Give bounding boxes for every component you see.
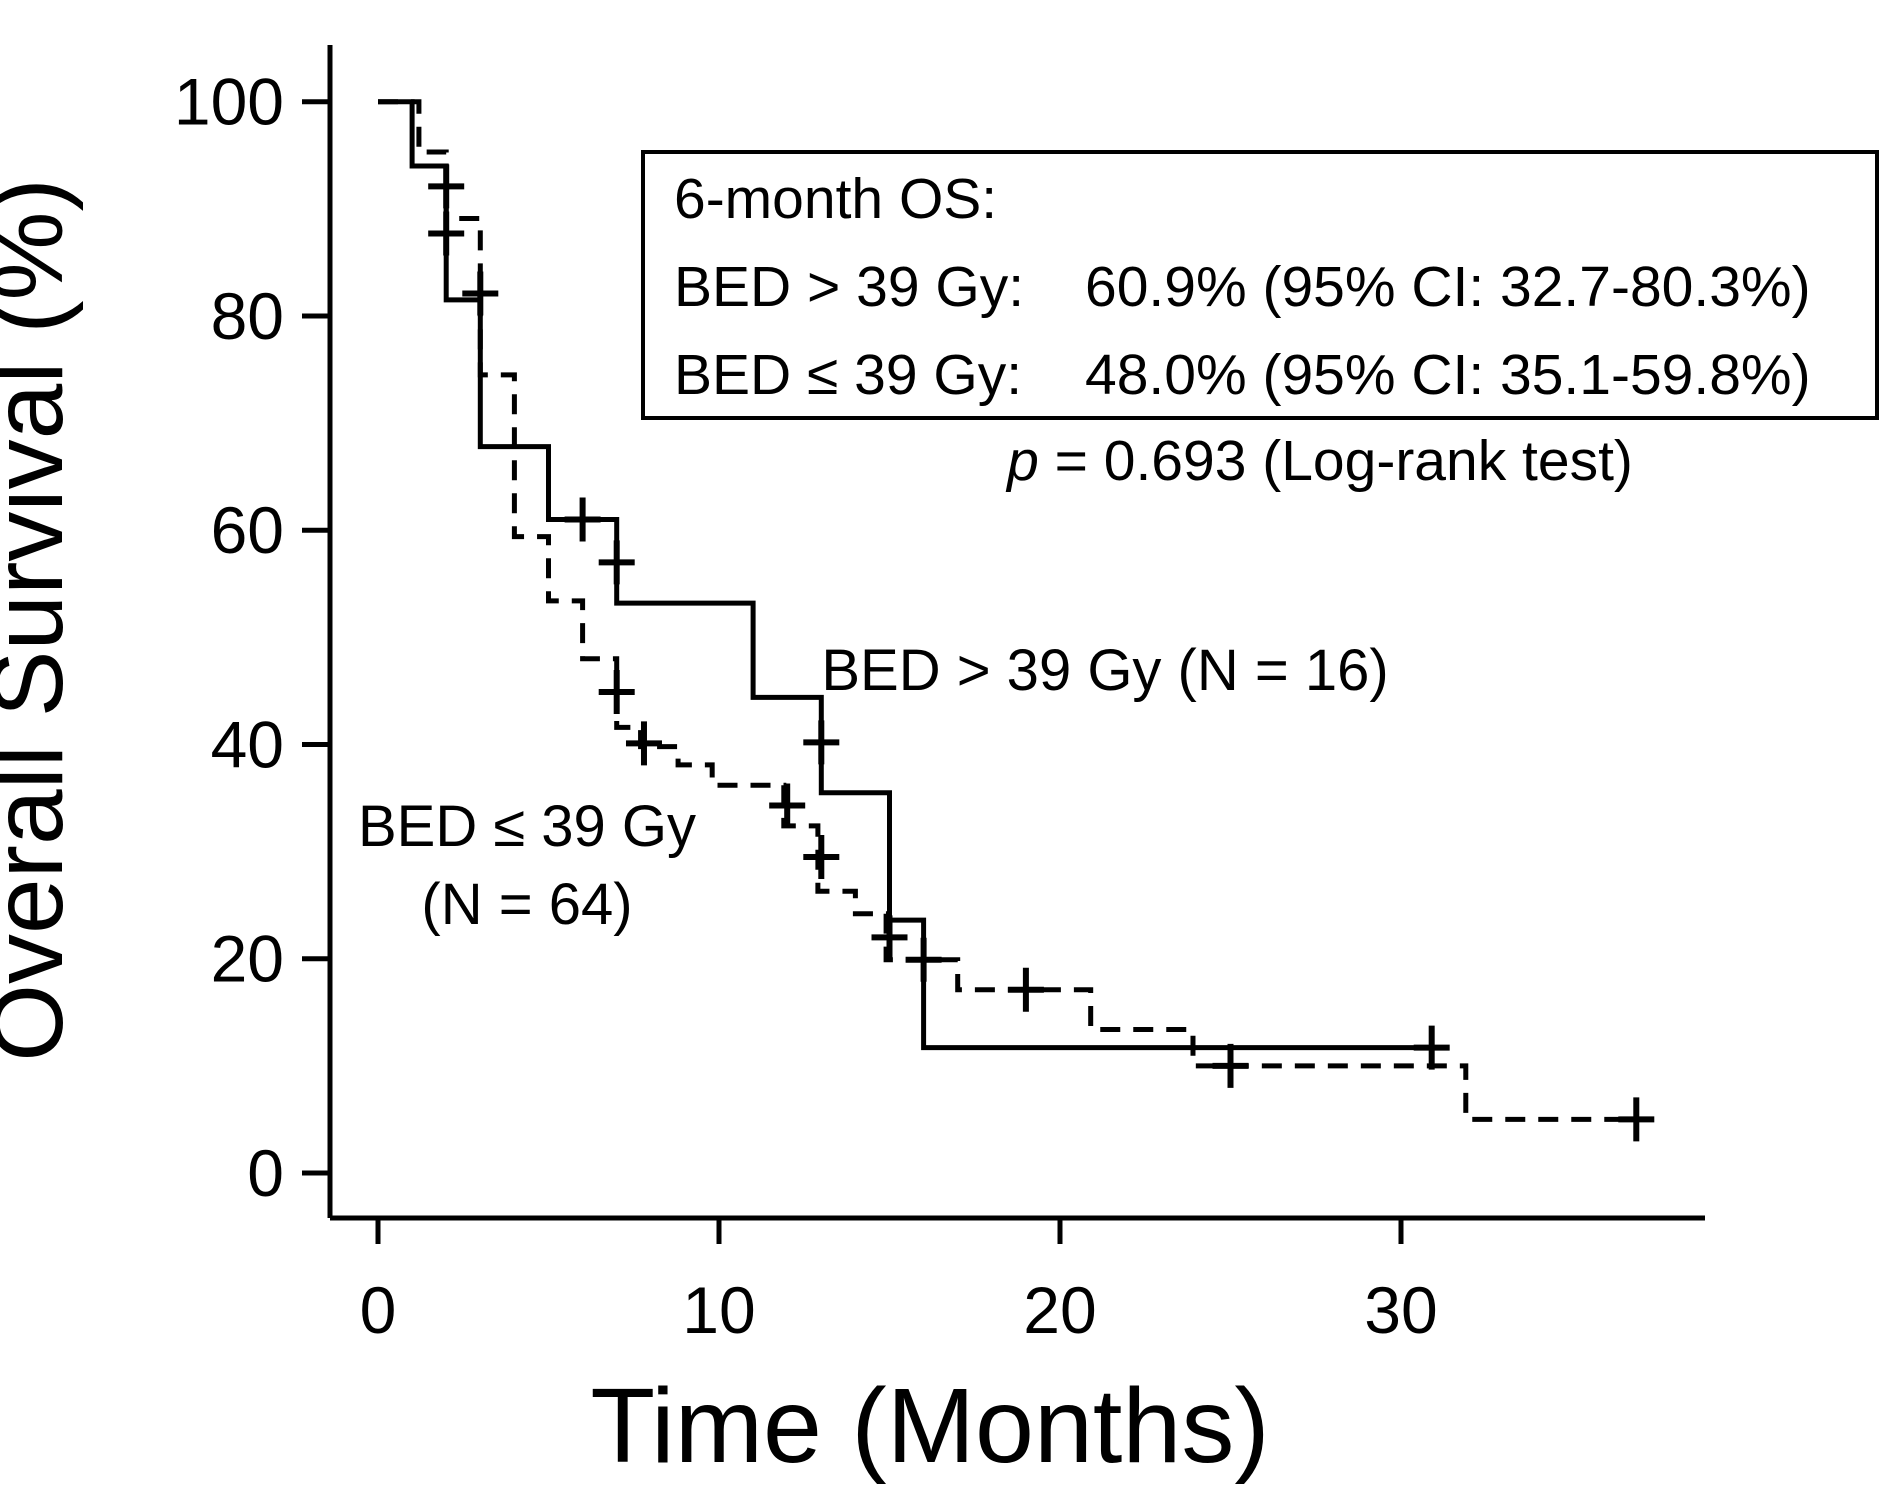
y-ticks: 0 20 40 60 80 100	[174, 65, 330, 1210]
stats-row-2-value: 48.0% (95% CI: 35.1-59.8%)	[1085, 343, 1811, 407]
y-tick-label-100: 100	[174, 65, 284, 139]
y-tick-label-0: 0	[247, 1136, 284, 1210]
x-ticks: 0 10 20 30	[360, 1218, 1438, 1347]
solid-censor-marks	[428, 211, 1450, 1070]
x-tick-label-20: 20	[1023, 1273, 1096, 1347]
y-tick-label-60: 60	[211, 493, 284, 567]
dashed-curve	[378, 99, 1650, 1122]
x-axis-title: Time (Months)	[590, 1367, 1269, 1485]
stats-box: 6-month OS: BED > 39 Gy: 60.9% (95% CI: …	[641, 150, 1879, 420]
y-tick-label-80: 80	[211, 279, 284, 353]
series-label-dashed-line1: BED ≤ 39 Gy	[358, 794, 696, 859]
p-value-note: p = 0.693 (Log-rank test)	[1005, 429, 1633, 493]
x-tick-label-0: 0	[360, 1273, 397, 1347]
x-tick-label-10: 10	[682, 1273, 755, 1347]
p-value-text: = 0.693 (Log-rank test)	[1039, 429, 1633, 493]
stats-box-border	[641, 150, 1879, 420]
dashed-censor-marks	[428, 164, 1655, 1142]
series-label-solid: BED > 39 Gy (N = 16)	[821, 638, 1388, 703]
axes: 0 20 40 60 80 100 0 10 20 30 Overall Survival (%…	[0, 45, 1705, 1485]
stats-row-2-label: BED ≤ 39 Gy:	[674, 343, 1022, 407]
series-label-dashed-line2: (N = 64)	[421, 872, 632, 937]
p-value-symbol: p	[1005, 429, 1039, 493]
stats-row-1-value: 60.9% (95% CI: 32.7-80.3%)	[1085, 255, 1811, 319]
y-tick-label-20: 20	[211, 922, 284, 996]
stats-row-1-label: BED > 39 Gy:	[674, 255, 1024, 319]
y-axis-title: Overall Survival (%)	[0, 178, 84, 1062]
series-group-dashed	[378, 99, 1655, 1142]
stats-box-title: 6-month OS:	[674, 167, 997, 231]
x-tick-label-30: 30	[1364, 1273, 1437, 1347]
y-tick-label-40: 40	[211, 707, 284, 781]
